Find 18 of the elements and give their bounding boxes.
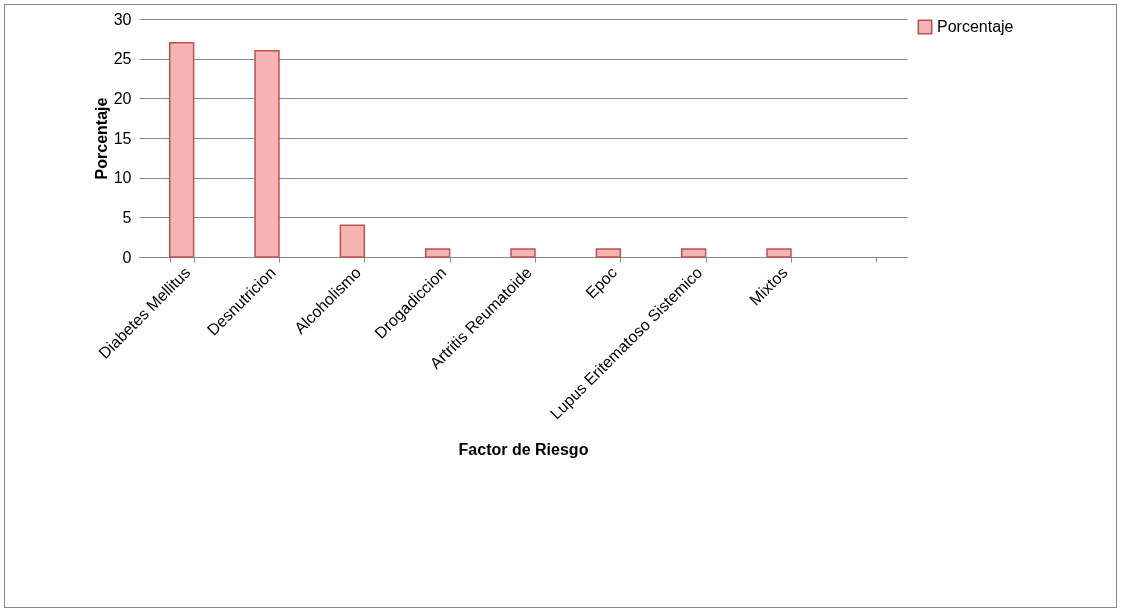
y-tick-label: 5 xyxy=(122,208,132,226)
y-tick-label: 20 xyxy=(113,89,132,107)
y-tick-label: 0 xyxy=(122,248,132,266)
bar xyxy=(254,49,280,258)
bar xyxy=(766,248,792,258)
x-axis-title: Factor de Riesgo xyxy=(458,441,589,459)
y-tick-label: 25 xyxy=(113,50,132,68)
bar xyxy=(595,248,622,258)
y-tick-label: 30 xyxy=(113,10,132,28)
y-tick-label: 10 xyxy=(113,169,132,187)
y-axis-title: Porcentaje xyxy=(92,97,110,180)
bar xyxy=(168,42,195,258)
bar xyxy=(680,248,707,258)
bar xyxy=(424,248,451,258)
bar xyxy=(339,224,366,258)
bar xyxy=(510,248,536,258)
y-tick-label: 15 xyxy=(113,129,132,147)
legend-label: Porcentaje xyxy=(937,18,1014,35)
